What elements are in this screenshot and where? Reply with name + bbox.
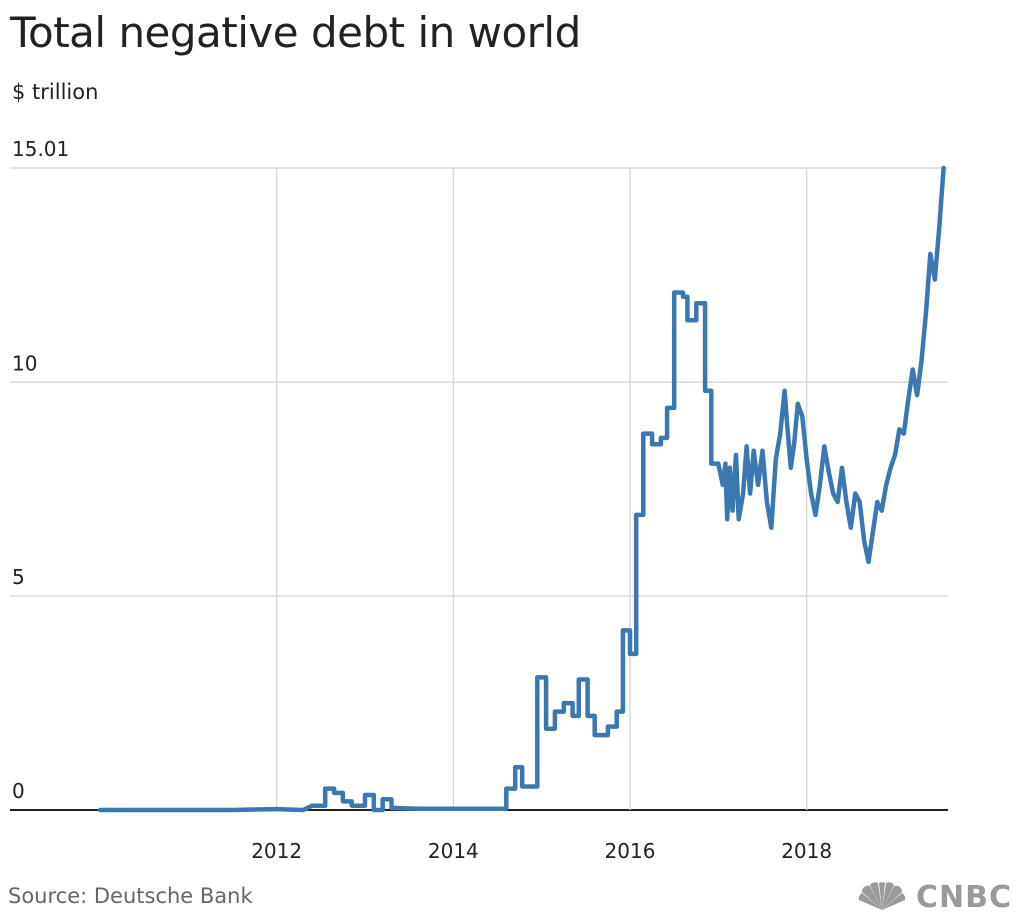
- y-tick-label: 15.01: [12, 137, 69, 161]
- chart-title: Total negative debt in world: [10, 8, 581, 57]
- source-note: Source: Deutsche Bank: [8, 884, 253, 908]
- x-tick-label: 2018: [781, 839, 832, 863]
- series-line: [97, 165, 946, 813]
- tick-label-layer: 0 5 10 15.01 2012 2014 2016 2018: [12, 137, 832, 863]
- series-layer: [97, 165, 946, 813]
- y-tick-label: 0: [12, 779, 25, 803]
- peacock-icon: [858, 882, 906, 910]
- line-chart: 0 5 10 15.01 2012 2014 2016 2018: [10, 137, 948, 863]
- x-tick-label: 2016: [605, 839, 656, 863]
- cnbc-logo: CNBC: [856, 879, 1012, 915]
- x-tick-label: 2014: [428, 839, 479, 863]
- x-tick-label: 2012: [251, 839, 302, 863]
- y-tick-label: 5: [12, 565, 25, 589]
- y-tick-label: 10: [12, 351, 37, 375]
- grid-layer: [10, 167, 948, 811]
- y-axis-unit-label: $ trillion: [12, 80, 99, 104]
- logo-text: CNBC: [915, 879, 1012, 915]
